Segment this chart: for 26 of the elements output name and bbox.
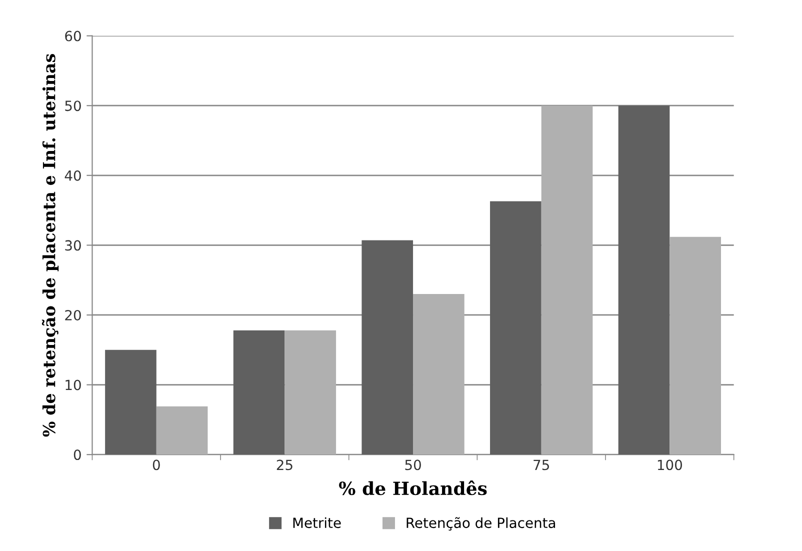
bar: [362, 240, 414, 455]
x-tick-label: 25: [276, 460, 292, 470]
y-tick-label: 20: [65, 310, 81, 320]
x-axis-title: % de Holandês: [339, 480, 487, 496]
y-tick-label: 10: [66, 380, 81, 390]
bar: [105, 350, 156, 455]
y-tick-label: 0: [74, 450, 81, 460]
legend-label: Retenção de Placenta: [406, 517, 556, 531]
bar: [413, 294, 464, 455]
bar: [618, 106, 670, 455]
bar: [490, 201, 542, 455]
y-tick-label: 40: [64, 170, 81, 181]
y-tick-label: 60: [65, 30, 81, 42]
bar: [670, 236, 721, 455]
legend-label: Metrite: [293, 517, 341, 528]
y-axis-title: % de retenção de placenta e Inf. uterinas: [42, 54, 59, 437]
y-tick-label: 50: [65, 100, 81, 112]
bar: [233, 330, 285, 455]
x-tick-label: 100: [658, 460, 682, 470]
x-tick-label: 50: [405, 460, 421, 470]
bar: [541, 106, 593, 455]
bar: [156, 406, 208, 455]
y-tick-label: 30: [65, 240, 81, 251]
x-tick-label: 75: [534, 460, 549, 470]
x-tick-label: 0: [152, 460, 160, 470]
bar: [284, 330, 336, 455]
